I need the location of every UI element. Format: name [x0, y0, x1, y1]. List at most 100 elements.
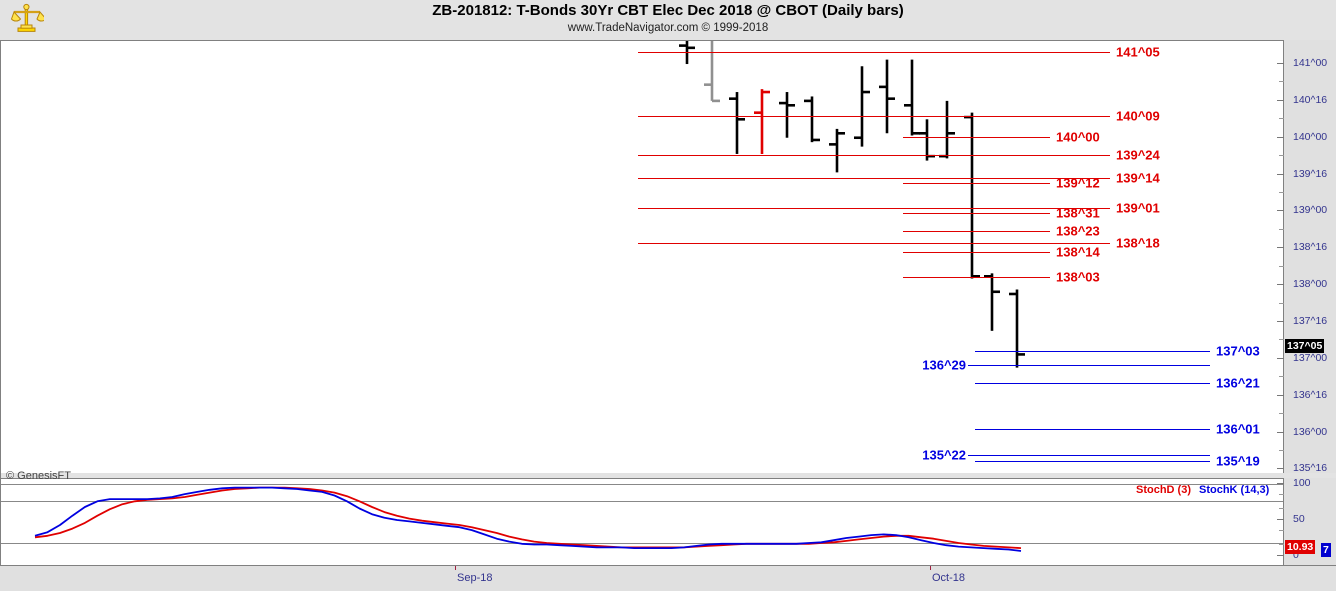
indicator-axis-label: 0 [1293, 549, 1299, 561]
support-level-line[interactable] [975, 429, 1210, 431]
price-axis-label: 138^16 [1293, 241, 1328, 254]
resistance-level-line[interactable] [903, 231, 1050, 233]
left-border [0, 40, 1, 565]
resistance-level-label: 139^24 [1116, 147, 1160, 163]
stochd-value-badge: 10.93 [1285, 540, 1316, 555]
resistance-level-line[interactable] [638, 51, 1110, 53]
indicator-axis-label: 100 [1293, 477, 1311, 489]
resistance-level-label: 138^23 [1056, 223, 1100, 239]
price-axis-minor-tick [1279, 413, 1284, 415]
price-axis-tick [1277, 210, 1284, 212]
indicator-axis-minor-tick [1279, 493, 1284, 495]
support-level-label: 136^29 [922, 357, 966, 373]
resistance-level-line[interactable] [638, 116, 1110, 117]
price-axis-minor-tick [1279, 339, 1284, 341]
page-title: ZB-201812: T-Bonds 30Yr CBT Elec Dec 201… [432, 2, 904, 19]
price-axis-label: 139^00 [1293, 204, 1328, 217]
resistance-level-line[interactable] [638, 208, 1110, 210]
price-axis-tick [1277, 136, 1284, 138]
ind-gridline-20 [1, 543, 1283, 544]
indicator-axis-minor-tick [1279, 529, 1284, 531]
price-axis-tick [1277, 394, 1284, 396]
resistance-level-line[interactable] [638, 155, 1110, 157]
price-axis-tick [1277, 431, 1284, 433]
support-level-label: 136^21 [1216, 375, 1260, 391]
pane-divider [0, 473, 1336, 478]
resistance-level-label: 140^09 [1116, 108, 1160, 124]
support-level-label: 135^19 [1216, 453, 1260, 469]
indicator-axis-tick [1277, 555, 1284, 556]
stochk-value-badge: 7 [1321, 542, 1331, 557]
price-axis-minor-tick [1279, 265, 1284, 267]
price-axis-label: 139^16 [1293, 167, 1328, 180]
stochastic-lines-group [34, 486, 1022, 552]
support-level-line[interactable] [975, 383, 1210, 385]
price-axis-label: 136^16 [1293, 388, 1328, 401]
resistance-level-line[interactable] [903, 277, 1050, 279]
current-price-badge: 137^05 [1285, 339, 1325, 354]
legend-stochk: StochK (14,3) [1199, 484, 1270, 496]
time-axis-tick [455, 566, 456, 570]
price-axis-minor-tick [1279, 302, 1284, 304]
resistance-level-label: 138^14 [1056, 244, 1100, 260]
resistance-level-line[interactable] [638, 178, 1110, 180]
legend-stochd: StochD (3) [1136, 484, 1191, 496]
header-band [0, 0, 1336, 40]
price-axis-tick [1277, 173, 1284, 175]
resistance-level-line[interactable] [903, 182, 1050, 184]
indicator-axis[interactable]: 100 50 0 7 10.93 [1277, 477, 1336, 565]
resistance-level-label: 139^01 [1116, 200, 1160, 216]
price-chart-pane[interactable] [0, 40, 1283, 473]
indicator-axis-minor-tick [1279, 544, 1284, 546]
price-axis-minor-tick [1279, 449, 1284, 451]
price-axis-minor-tick [1279, 228, 1284, 230]
resistance-level-line[interactable] [903, 251, 1050, 253]
price-axis-label: 137^00 [1293, 351, 1328, 364]
price-axis-label: 138^00 [1293, 278, 1328, 291]
indicator-axis-tick [1277, 519, 1284, 520]
price-axis-label: 136^00 [1293, 425, 1328, 438]
support-level-line[interactable] [975, 350, 1210, 352]
price-axis-label: 140^16 [1293, 93, 1328, 106]
ohlc-bars-group [679, 41, 1025, 368]
support-level-line[interactable] [968, 454, 1210, 456]
resistance-level-label: 138^18 [1116, 235, 1160, 251]
resistance-level-line[interactable] [903, 136, 1050, 138]
resistance-level-label: 139^12 [1056, 175, 1100, 191]
time-axis-label: Sep-18 [457, 572, 493, 584]
resistance-level-line[interactable] [903, 212, 1050, 214]
price-axis-label: 140^00 [1293, 130, 1328, 143]
time-axis-tick [930, 566, 931, 570]
price-axis-tick [1277, 247, 1284, 249]
price-axis-tick [1277, 99, 1284, 101]
time-axis[interactable]: Sep-18 Oct-18 [0, 565, 1336, 591]
indicator-axis-minor-tick [1279, 508, 1284, 510]
price-axis-minor-tick [1279, 155, 1284, 157]
stochastic-pane[interactable] [0, 478, 1283, 565]
price-axis-minor-tick [1279, 191, 1284, 193]
price-axis-minor-tick [1279, 81, 1284, 83]
time-axis-label: Oct-18 [932, 572, 966, 584]
resistance-level-label: 139^14 [1116, 170, 1160, 186]
ind-gridline-80 [1, 501, 1283, 502]
support-level-line[interactable] [975, 461, 1210, 463]
support-level-line[interactable] [968, 364, 1210, 366]
support-level-label: 136^01 [1216, 421, 1260, 437]
resistance-level-label: 141^05 [1116, 44, 1160, 60]
price-axis-tick [1277, 284, 1284, 286]
genesisft-watermark: © GenesisFT [6, 470, 71, 482]
support-level-label: 137^03 [1216, 343, 1260, 359]
price-axis[interactable]: 141^00 140^16 140^00 139^16 139^00 138^16 138^… [1277, 40, 1336, 474]
price-axis-label: 137^16 [1293, 314, 1328, 327]
scales-logo-icon [10, 3, 44, 32]
price-axis-minor-tick [1279, 118, 1284, 120]
resistance-level-label: 138^31 [1056, 205, 1100, 221]
resistance-level-label: 140^00 [1056, 129, 1100, 145]
price-axis-tick [1277, 320, 1284, 322]
resistance-level-label: 138^03 [1056, 269, 1100, 285]
price-axis-tick [1277, 468, 1284, 470]
price-axis-label: 141^00 [1293, 57, 1328, 70]
price-axis-tick [1277, 63, 1284, 65]
resistance-level-line[interactable] [638, 242, 1110, 244]
